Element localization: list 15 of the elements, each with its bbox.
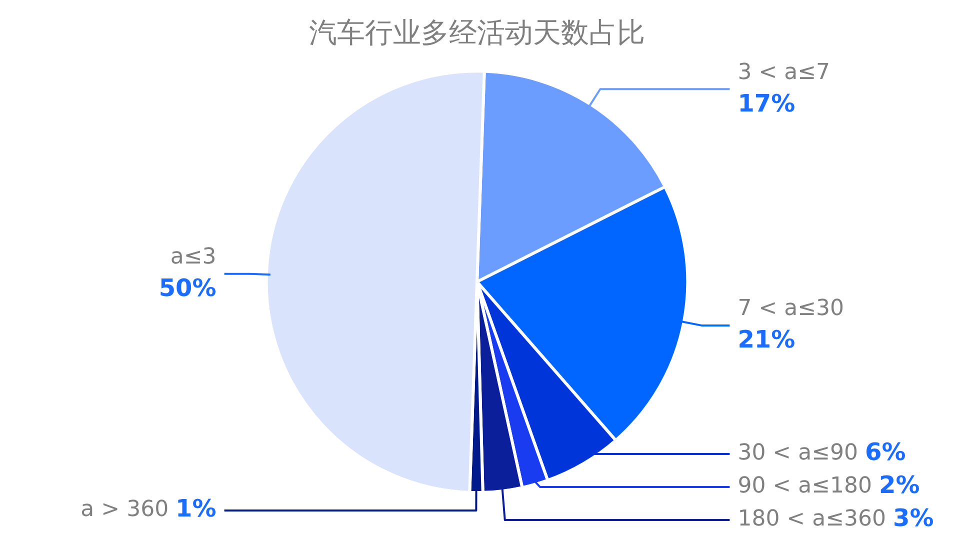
data-label: 17% bbox=[738, 89, 796, 118]
data-label: 50% bbox=[158, 274, 216, 302]
slice-label: 90 < a≤180 bbox=[738, 474, 872, 499]
slice-label: 30 < a≤90 bbox=[738, 440, 858, 466]
data-label: 21% bbox=[738, 326, 796, 354]
slice-label: 7 < a≤30 bbox=[738, 296, 844, 322]
data-label: 6% bbox=[865, 438, 906, 466]
data-label: 1% bbox=[176, 494, 216, 523]
data-label: 2% bbox=[879, 471, 920, 500]
chart-title: 汽车行业多经活动天数占比 bbox=[309, 16, 645, 50]
slice-label: 180 < a≤360 bbox=[738, 506, 886, 532]
slice-label: 3 < a≤7 bbox=[738, 60, 830, 85]
slice-label: a≤3 bbox=[170, 244, 216, 270]
slice-label: a > 360 bbox=[80, 497, 169, 522]
data-label: 3% bbox=[893, 504, 934, 532]
